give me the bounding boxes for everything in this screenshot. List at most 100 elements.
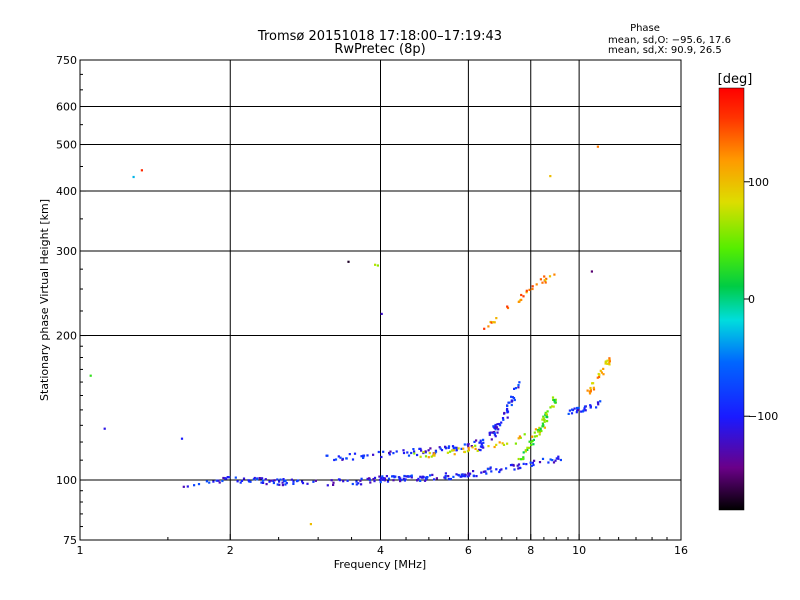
colorbar-unit-label: [deg] (718, 72, 753, 87)
data-point (522, 456, 525, 459)
data-point (422, 451, 425, 454)
phase-stats-x: mean, sd,X: 90.9, 26.5 (608, 45, 722, 56)
data-point (498, 422, 501, 426)
data-point (597, 372, 600, 376)
data-point (421, 475, 424, 478)
data-point (544, 281, 547, 284)
data-point (484, 470, 487, 473)
data-point (525, 289, 528, 292)
y-tick-label: 400 (56, 185, 77, 198)
data-point (381, 478, 384, 481)
x-axis: 1 2 4 6 8 10 16 (77, 534, 688, 557)
data-point (543, 420, 546, 423)
data-point (602, 367, 605, 370)
data-point (518, 435, 521, 438)
data-point (334, 458, 338, 461)
data-point (506, 416, 509, 419)
data-point (529, 461, 532, 464)
data-point (285, 482, 288, 485)
data-point (424, 450, 427, 453)
data-point (597, 403, 600, 406)
data-point (400, 479, 403, 482)
data-point (546, 410, 549, 413)
data-point (467, 446, 470, 450)
data-point (368, 477, 371, 480)
data-point (546, 416, 549, 419)
colorbar (718, 87, 745, 511)
data-point (453, 446, 456, 449)
data-point (542, 416, 545, 419)
data-point (519, 436, 522, 439)
data-point (418, 447, 421, 450)
data-point (577, 408, 580, 412)
x-tick-label: 4 (377, 544, 384, 557)
data-point (514, 387, 517, 390)
data-point (290, 478, 293, 481)
data-point (215, 479, 218, 482)
data-point (494, 425, 497, 428)
data-point (444, 475, 447, 478)
data-point (301, 480, 304, 483)
data-point (387, 477, 391, 480)
data-point (538, 461, 542, 464)
data-point (463, 450, 466, 454)
y-tick-label: 200 (56, 330, 77, 343)
data-point (509, 464, 513, 467)
data-point (264, 478, 267, 481)
data-point (236, 480, 239, 483)
data-point (427, 456, 430, 459)
data-point (407, 475, 410, 478)
data-point (586, 389, 589, 392)
data-point (535, 283, 538, 286)
data-point (549, 458, 552, 461)
data-point (467, 472, 470, 476)
data-point (463, 443, 466, 446)
data-point (242, 477, 246, 480)
data-point (462, 447, 465, 450)
data-point (501, 417, 505, 420)
colorbar-ticks: 100 0 −100 (744, 176, 778, 423)
data-point (186, 485, 189, 488)
data-point (197, 483, 201, 486)
data-point (224, 477, 227, 480)
data-point (292, 480, 295, 483)
data-point (495, 317, 498, 320)
colorbar-tick-label: 100 (748, 176, 769, 189)
data-point (301, 482, 305, 485)
data-point (483, 327, 486, 330)
data-point (366, 454, 369, 457)
data-point (351, 458, 355, 461)
data-point (410, 476, 413, 479)
data-point (283, 480, 286, 483)
data-point (539, 278, 542, 281)
data-point (595, 406, 598, 409)
data-point (494, 426, 497, 429)
data-point (342, 480, 345, 483)
data-point (607, 362, 611, 365)
data-point (495, 468, 498, 471)
data-point (337, 455, 340, 458)
data-point (373, 480, 376, 483)
data-point (369, 481, 372, 484)
data-point (451, 449, 454, 452)
data-point (517, 467, 520, 470)
data-point (583, 405, 587, 408)
data-point (278, 480, 281, 483)
data-point (506, 404, 509, 407)
x-axis-label: Frequency [MHz] (334, 558, 426, 571)
data-point (446, 451, 449, 454)
data-point (389, 450, 392, 453)
data-point (443, 476, 446, 479)
data-point (600, 371, 603, 374)
data-point (453, 453, 456, 456)
data-point (501, 442, 504, 445)
data-point (480, 471, 483, 474)
data-point (485, 472, 488, 475)
data-point (605, 360, 608, 363)
chart-title: Tromsø 20151018 17:18:00–17:19:43 (257, 29, 502, 44)
data-point (221, 479, 224, 483)
data-point (596, 401, 600, 404)
data-point (526, 448, 529, 451)
data-point (413, 452, 416, 455)
data-point (506, 410, 510, 413)
